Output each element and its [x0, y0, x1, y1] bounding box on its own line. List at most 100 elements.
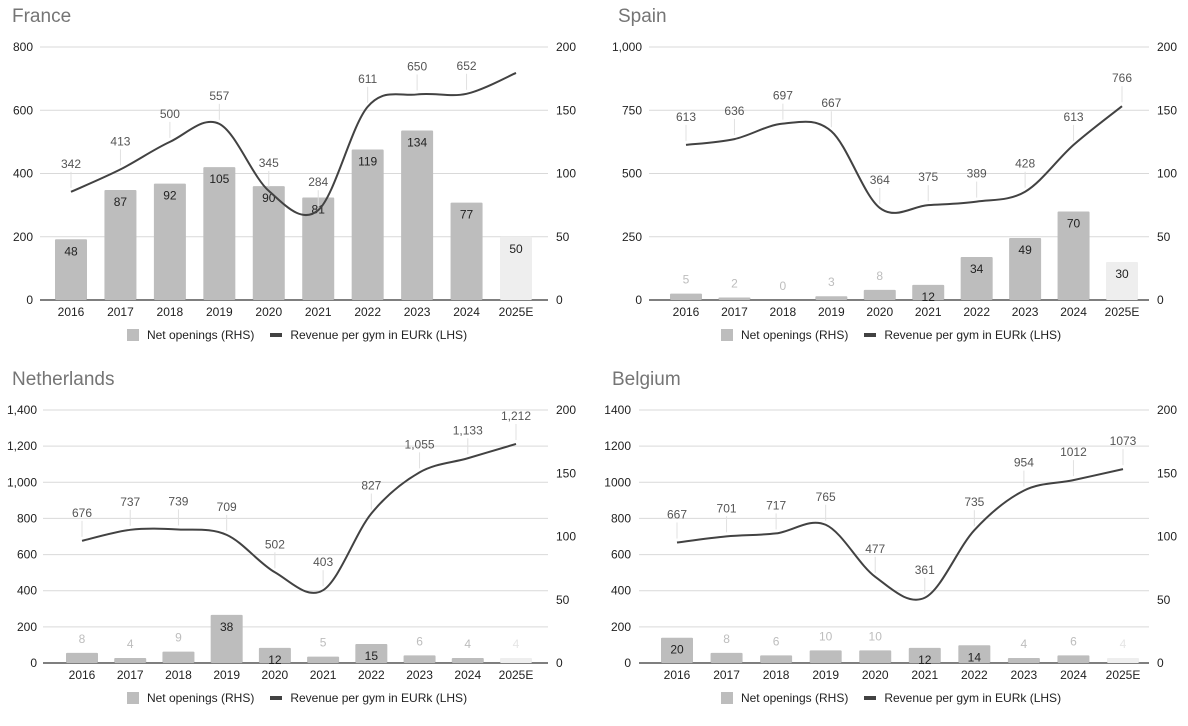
x-axis-tick-label: 2025E [499, 305, 534, 319]
legend-item-bars: Net openings (RHS) [721, 691, 848, 705]
bar-data-label: 12 [922, 290, 936, 304]
bar-data-label: 4 [1120, 637, 1127, 651]
line-data-label: 611 [358, 72, 377, 86]
right-axis-tick-label: 150 [556, 103, 576, 117]
x-axis-tick-label: 2018 [763, 668, 790, 682]
bar [1107, 658, 1139, 663]
line-data-label: 389 [967, 167, 987, 181]
bar [815, 296, 847, 300]
legend-label: Revenue per gym in EURk (LHS) [884, 328, 1061, 342]
legend-item-bars: Net openings (RHS) [127, 691, 254, 705]
bar-swatch-icon [721, 692, 733, 704]
legend-label: Net openings (RHS) [147, 328, 254, 342]
bar-data-label: 119 [358, 154, 377, 168]
legend-item-line: Revenue per gym in EURk (LHS) [864, 691, 1061, 705]
x-axis-tick-label: 2020 [255, 305, 282, 319]
left-axis-tick-label: 200 [17, 620, 37, 634]
bar [401, 130, 433, 300]
line-data-label: 1,055 [405, 437, 435, 451]
right-axis-tick-label: 100 [556, 167, 576, 181]
left-axis-tick-label: 0 [26, 293, 33, 307]
right-axis-tick-label: 50 [556, 230, 570, 244]
line-data-label: 954 [1014, 456, 1034, 470]
x-axis-tick-label: 2020 [262, 668, 289, 682]
line-data-label: 676 [72, 506, 92, 520]
line-data-label: 717 [766, 498, 786, 512]
x-axis-tick-label: 2024 [453, 305, 480, 319]
left-axis-tick-label: 1,400 [7, 403, 37, 417]
revenue-line [686, 106, 1122, 213]
left-axis-tick-label: 800 [17, 511, 37, 525]
left-axis-tick-label: 600 [13, 103, 33, 117]
bar-data-label: 8 [876, 269, 883, 283]
line-data-label: 766 [1112, 71, 1132, 85]
x-axis-tick-label: 2021 [305, 305, 332, 319]
bar-swatch-icon [721, 329, 733, 341]
bar [404, 655, 436, 663]
bar [718, 297, 750, 300]
left-axis-tick-label: 400 [13, 167, 33, 181]
right-axis-tick-label: 0 [556, 293, 563, 307]
bar-swatch-icon [127, 329, 139, 341]
left-axis-tick-label: 400 [611, 584, 631, 598]
line-data-label: 342 [61, 157, 81, 171]
bar [162, 652, 194, 663]
x-axis-tick-label: 2022 [358, 668, 385, 682]
bar-data-label: 12 [918, 653, 932, 667]
line-data-label: 613 [1064, 110, 1084, 124]
legend-label: Revenue per gym in EURk (LHS) [290, 691, 467, 705]
bar [452, 658, 484, 663]
x-axis-tick-label: 2022 [961, 668, 988, 682]
legend-item-bars: Net openings (RHS) [721, 328, 848, 342]
left-axis-tick-label: 1000 [604, 475, 631, 489]
bar-data-label: 2 [731, 276, 738, 290]
right-axis-tick-label: 0 [1157, 293, 1164, 307]
line-data-label: 701 [717, 501, 737, 515]
x-axis-tick-label: 2025E [1105, 305, 1140, 319]
bar [66, 653, 98, 663]
bar-data-label: 70 [1067, 216, 1081, 230]
bar-data-label: 92 [163, 189, 177, 203]
x-axis-tick-label: 2018 [157, 305, 184, 319]
line-data-label: 613 [676, 110, 696, 124]
right-axis-tick-label: 50 [1157, 230, 1171, 244]
x-axis-tick-label: 2019 [818, 305, 845, 319]
bar [203, 167, 235, 300]
right-axis-tick-label: 100 [1157, 530, 1177, 544]
bar [352, 149, 384, 300]
left-axis-tick-label: 400 [17, 584, 37, 598]
line-data-label: 1073 [1110, 434, 1137, 448]
x-axis-tick-label: 2024 [1060, 305, 1087, 319]
x-axis-tick-label: 2023 [406, 668, 433, 682]
legend-label: Net openings (RHS) [741, 691, 848, 705]
x-axis-tick-label: 2018 [770, 305, 797, 319]
left-axis-tick-label: 0 [624, 656, 631, 670]
bar [307, 657, 339, 663]
line-data-label: 284 [308, 175, 328, 189]
line-data-label: 1012 [1060, 445, 1087, 459]
right-axis-tick-label: 150 [1157, 466, 1177, 480]
bar-data-label: 4 [127, 637, 134, 651]
left-axis-tick-label: 200 [611, 620, 631, 634]
bar-data-label: 0 [780, 279, 787, 293]
bar-data-label: 4 [1021, 637, 1028, 651]
line-data-label: 667 [821, 96, 841, 110]
legend-label: Net openings (RHS) [741, 328, 848, 342]
left-axis-tick-label: 600 [611, 548, 631, 562]
bar-data-label: 50 [509, 242, 523, 256]
right-axis-tick-label: 150 [1157, 103, 1177, 117]
left-axis-tick-label: 800 [13, 40, 33, 54]
x-axis-tick-label: 2016 [69, 668, 96, 682]
x-axis-tick-label: 2023 [404, 305, 431, 319]
x-axis-tick-label: 2017 [721, 305, 748, 319]
line-data-label: 403 [313, 555, 333, 569]
right-axis-tick-label: 200 [1157, 40, 1177, 54]
line-swatch-icon [270, 333, 282, 337]
bar-data-label: 6 [773, 634, 780, 648]
line-data-label: 364 [870, 173, 890, 187]
line-data-label: 735 [964, 495, 984, 509]
x-axis-tick-label: 2024 [454, 668, 481, 682]
x-axis-tick-label: 2022 [963, 305, 990, 319]
